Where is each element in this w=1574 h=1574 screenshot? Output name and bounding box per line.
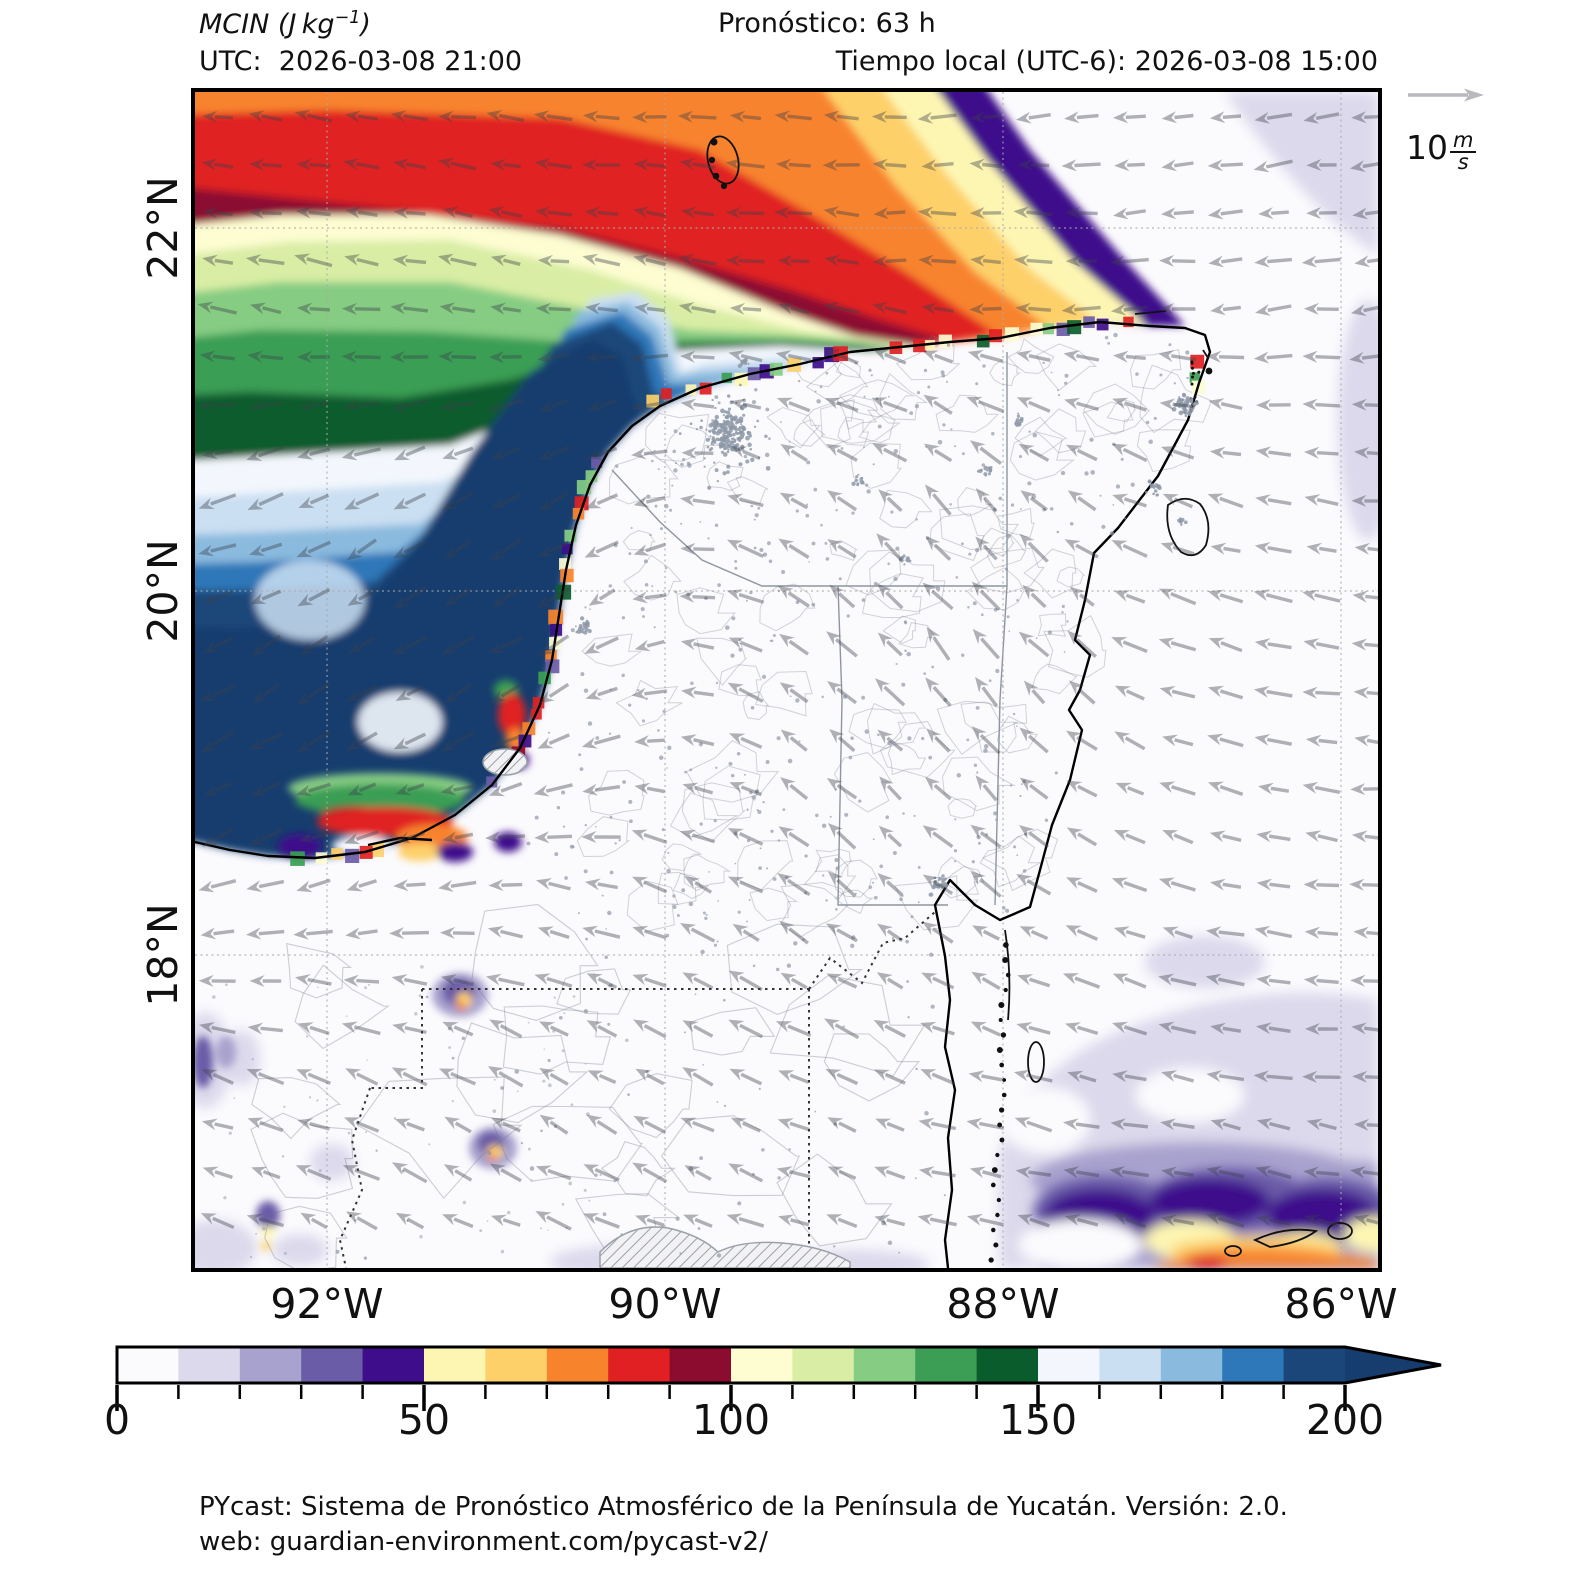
colorbar bbox=[115, 1345, 1442, 1411]
country-borders bbox=[338, 911, 936, 1268]
graticule bbox=[195, 92, 1378, 1268]
inland-spots bbox=[195, 973, 517, 1251]
colorbar-tick-200: 200 bbox=[1305, 1396, 1385, 1444]
y-tick-22n: 22°N bbox=[139, 176, 187, 280]
wind-arrows bbox=[197, 109, 1378, 1231]
colorbar-tick-100: 100 bbox=[691, 1396, 771, 1444]
terminos-mini-structure bbox=[278, 680, 529, 862]
footer-line1: PYcast: Sistema de Pronóstico Atmosféric… bbox=[199, 1492, 1288, 1522]
forecast-hour-label: Pronóstico: 63 h bbox=[718, 8, 936, 39]
variable-units: (J kg−1) bbox=[277, 8, 371, 40]
se-corner-bands bbox=[999, 1067, 1378, 1268]
local-time-label: Tiempo local (UTC-6): 2026-03-08 15:00 bbox=[835, 46, 1378, 77]
map-canvas bbox=[195, 92, 1378, 1268]
wind-reference-arrow bbox=[1408, 88, 1484, 102]
alacranes-atoll bbox=[706, 135, 740, 185]
x-tick-92w: 92°W bbox=[270, 1280, 384, 1328]
colorbar-tick-150: 150 bbox=[998, 1396, 1078, 1444]
colorbar-tick-0: 0 bbox=[103, 1396, 131, 1444]
x-tick-88w: 88°W bbox=[946, 1280, 1060, 1328]
wind-reference-label: 10 m s bbox=[1406, 128, 1477, 173]
lakes-hatched bbox=[482, 748, 851, 1268]
belize-reef-dots bbox=[988, 360, 1201, 1263]
colorbar-tick-50: 50 bbox=[397, 1396, 451, 1444]
cozumel-island bbox=[1166, 497, 1210, 557]
y-tick-18n: 18°N bbox=[139, 903, 187, 1007]
x-tick-86w: 86°W bbox=[1284, 1280, 1398, 1328]
map-panel bbox=[191, 88, 1382, 1272]
y-tick-20n: 20°N bbox=[139, 539, 187, 643]
coastline bbox=[195, 320, 1212, 1268]
footer-line2: web: guardian-environment.com/pycast-v2/ bbox=[199, 1527, 768, 1557]
roatan-island bbox=[1252, 1228, 1319, 1248]
utc-time-label: UTC: 2026-03-08 21:00 bbox=[199, 46, 523, 77]
variable-title: MCIN (J kg−1) bbox=[199, 8, 371, 40]
urban-speckles bbox=[212, 332, 1199, 1260]
mcin-filled-contours bbox=[195, 92, 1185, 858]
municipal-boundaries bbox=[250, 335, 1212, 1268]
x-tick-90w: 90°W bbox=[608, 1280, 722, 1328]
